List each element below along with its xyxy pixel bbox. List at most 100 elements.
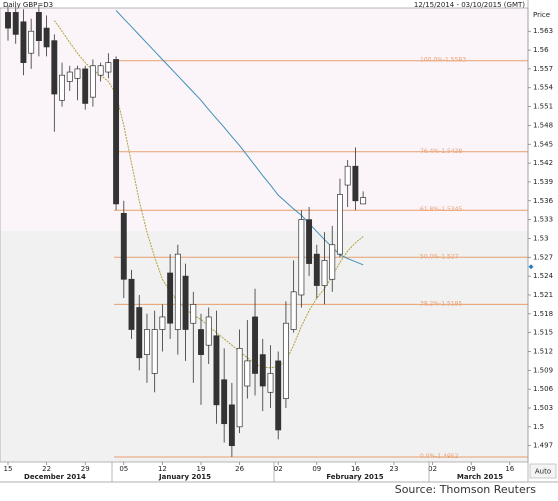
candle-body bbox=[120, 212, 127, 280]
y-tick-label: 1.551 bbox=[533, 103, 553, 111]
y-tick-label: 1.503 bbox=[533, 404, 553, 412]
candle-body bbox=[275, 360, 282, 431]
chart-subtitle: 12/15/2014 - 03/10/2015 (GMT) bbox=[414, 1, 525, 9]
candle-body bbox=[5, 12, 11, 29]
candle-body bbox=[236, 347, 243, 428]
upper-shade bbox=[0, 8, 528, 231]
candle-body bbox=[151, 329, 158, 374]
candle-body bbox=[105, 62, 112, 73]
candle-body bbox=[205, 316, 212, 346]
month-label: January 2015 bbox=[158, 473, 211, 481]
candle-body bbox=[298, 219, 305, 296]
x-tick-label: 12 bbox=[158, 465, 167, 473]
y-tick-label: 1.515 bbox=[533, 329, 553, 337]
lower-shade bbox=[0, 230, 528, 462]
x-tick-label: 26 bbox=[235, 465, 244, 473]
candle-body bbox=[228, 404, 235, 447]
x-tick-label: 16 bbox=[351, 465, 360, 473]
x-tick-label: 29 bbox=[81, 465, 90, 473]
candle-body bbox=[43, 27, 50, 48]
y-tick-label: 1.5 bbox=[533, 423, 544, 431]
candle-body bbox=[35, 12, 42, 42]
x-tick-label: 09 bbox=[467, 465, 476, 473]
candle-body bbox=[244, 360, 251, 387]
y-axis-title: Price bbox=[533, 11, 550, 19]
y-tick-label: 1.521 bbox=[533, 291, 553, 299]
candle-body bbox=[282, 322, 289, 399]
candle-body bbox=[252, 316, 258, 374]
y-tick-label: 1.497 bbox=[533, 442, 553, 450]
retracement-label: 0.0%-1.4952 bbox=[420, 453, 459, 460]
x-tick-label: 09 bbox=[312, 465, 321, 473]
candle-body bbox=[352, 165, 359, 202]
y-tick-label: 1.533 bbox=[533, 216, 553, 224]
candle-body bbox=[290, 291, 297, 330]
x-tick-label: 19 bbox=[197, 465, 206, 473]
y-tick-label: 1.56 bbox=[533, 46, 549, 54]
scale-button[interactable] bbox=[529, 463, 557, 479]
retracement-label: 61.8%-1.5345 bbox=[420, 206, 462, 213]
candle-body bbox=[213, 335, 220, 406]
x-tick-label: 02 bbox=[274, 465, 283, 473]
y-tick-label: 1.512 bbox=[533, 347, 553, 355]
candle-body bbox=[198, 329, 204, 355]
retracement-label: 38.2%-1.5195 bbox=[420, 300, 462, 307]
y-tick-label: 1.53 bbox=[533, 234, 549, 242]
candle-body bbox=[306, 219, 313, 264]
plot-area: 100.0%-1.5583 76.4%-1.5438 61.8%-1.5345 50.… bbox=[0, 6, 528, 462]
candle-body bbox=[329, 244, 336, 280]
candle-body bbox=[321, 260, 328, 286]
candle-body bbox=[221, 379, 228, 425]
retracement-label: 76.4%-1.5438 bbox=[420, 148, 462, 155]
y-tick-label: 1.527 bbox=[533, 253, 553, 261]
x-tick-label: 05 bbox=[119, 465, 128, 473]
candle-body bbox=[82, 68, 89, 104]
month-label: February 2015 bbox=[326, 473, 383, 481]
candle-body bbox=[74, 68, 81, 79]
y-tick-label: 1.536 bbox=[533, 197, 554, 205]
x-tick-label: 15 bbox=[4, 465, 13, 473]
scale-button-label[interactable]: Auto bbox=[535, 468, 551, 476]
candle-body bbox=[259, 354, 266, 387]
candle-body bbox=[144, 329, 150, 355]
price-marker bbox=[528, 264, 534, 270]
y-tick-label: 1.539 bbox=[533, 178, 553, 186]
candle-body bbox=[190, 304, 197, 324]
candle-body bbox=[20, 21, 27, 63]
candle-body bbox=[337, 194, 343, 255]
candle-body bbox=[167, 272, 174, 324]
candle-body bbox=[12, 12, 19, 35]
y-tick-label: 1.524 bbox=[533, 272, 554, 280]
candle-body bbox=[28, 30, 35, 54]
candle-body bbox=[136, 307, 143, 359]
candle-body bbox=[113, 59, 120, 205]
y-tick-label: 1.554 bbox=[533, 84, 554, 92]
source-note: Source: Thomson Reuters bbox=[395, 483, 537, 496]
candle-body bbox=[59, 74, 65, 101]
y-tick-label: 1.509 bbox=[533, 366, 553, 374]
chart-title: Daily GBP=D3 bbox=[3, 1, 53, 9]
candle-body bbox=[344, 165, 351, 186]
candle-body bbox=[182, 275, 189, 330]
candle-body bbox=[66, 71, 73, 82]
candle-body bbox=[267, 373, 274, 393]
retracement-label: 50.0%-1.527 bbox=[420, 253, 459, 260]
candle-body bbox=[89, 65, 96, 98]
y-tick-label: 1.563 bbox=[533, 27, 553, 35]
candle-body bbox=[313, 253, 320, 286]
x-tick-label: 22 bbox=[42, 465, 51, 473]
y-tick-label: 1.548 bbox=[533, 121, 553, 129]
y-tick-label: 1.518 bbox=[533, 310, 553, 318]
y-tick-label: 1.557 bbox=[533, 65, 553, 73]
candle-body bbox=[51, 40, 58, 95]
candle-body bbox=[128, 278, 135, 330]
y-tick-label: 1.545 bbox=[533, 140, 553, 148]
candle-body bbox=[97, 65, 104, 76]
candle-body bbox=[174, 253, 181, 330]
x-tick-label: 16 bbox=[505, 465, 514, 473]
retracement-label: 100.0%-1.5583 bbox=[420, 57, 466, 64]
candle-body bbox=[360, 197, 367, 205]
x-tick-label: 23 bbox=[390, 465, 399, 473]
